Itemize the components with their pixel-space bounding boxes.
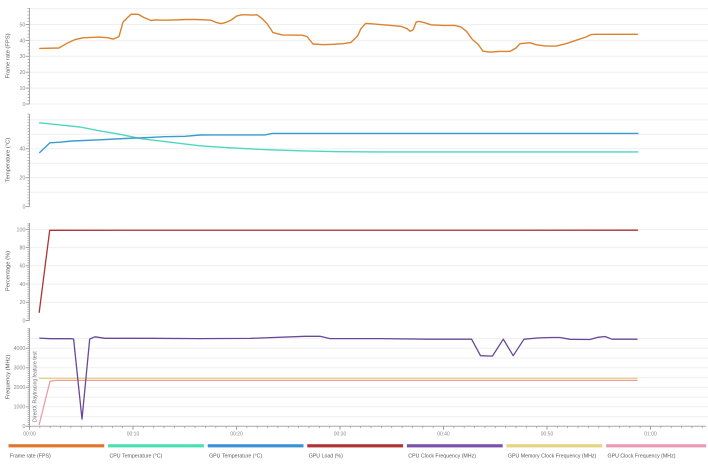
svg-text:80: 80 bbox=[19, 246, 25, 252]
svg-text:40: 40 bbox=[19, 147, 25, 153]
svg-text:60: 60 bbox=[19, 264, 25, 270]
svg-text:50: 50 bbox=[19, 22, 25, 28]
svg-text:00:10: 00:10 bbox=[127, 432, 140, 438]
svg-text:3000: 3000 bbox=[14, 366, 26, 372]
svg-text:20: 20 bbox=[19, 70, 25, 76]
svg-text:00:40: 00:40 bbox=[437, 432, 450, 438]
svg-text:0: 0 bbox=[22, 424, 25, 430]
svg-text:Frame rate (FPS): Frame rate (FPS) bbox=[10, 454, 51, 460]
svg-text:2000: 2000 bbox=[14, 385, 26, 391]
svg-text:20: 20 bbox=[19, 176, 25, 182]
svg-text:CPU Clock Frequency (MHz): CPU Clock Frequency (MHz) bbox=[408, 454, 476, 460]
svg-text:00:20: 00:20 bbox=[230, 432, 243, 438]
svg-text:Percentage (%): Percentage (%) bbox=[5, 251, 11, 291]
svg-text:40: 40 bbox=[19, 282, 25, 288]
svg-text:DirectX Raytracing feature tes: DirectX Raytracing feature test bbox=[33, 351, 39, 422]
svg-text:40: 40 bbox=[19, 38, 25, 44]
svg-text:00:00: 00:00 bbox=[23, 432, 36, 438]
svg-text:GPU Temperature (°C): GPU Temperature (°C) bbox=[209, 454, 262, 460]
svg-text:0: 0 bbox=[22, 318, 25, 324]
svg-text:00:50: 00:50 bbox=[541, 432, 554, 438]
svg-text:0: 0 bbox=[22, 205, 25, 211]
svg-text:Frame rate (FPS): Frame rate (FPS) bbox=[5, 33, 11, 78]
svg-text:01:00: 01:00 bbox=[644, 432, 657, 438]
svg-text:100: 100 bbox=[17, 227, 26, 233]
svg-text:00:30: 00:30 bbox=[334, 432, 347, 438]
svg-text:Frequency (MHz): Frequency (MHz) bbox=[5, 355, 11, 400]
svg-text:0: 0 bbox=[22, 102, 25, 108]
svg-text:GPU Load (%): GPU Load (%) bbox=[309, 454, 343, 460]
svg-text:CPU Temperature (°C): CPU Temperature (°C) bbox=[110, 454, 163, 460]
svg-text:GPU Memory Clock Frequency (MH: GPU Memory Clock Frequency (MHz) bbox=[508, 454, 597, 460]
svg-text:20: 20 bbox=[19, 300, 25, 306]
svg-text:30: 30 bbox=[19, 54, 25, 60]
svg-text:GPU Clock Frequency (MHz): GPU Clock Frequency (MHz) bbox=[608, 454, 676, 460]
svg-text:Temperature (°C): Temperature (°C) bbox=[5, 138, 11, 183]
svg-text:10: 10 bbox=[19, 86, 25, 92]
svg-text:1000: 1000 bbox=[14, 405, 26, 411]
svg-text:4000: 4000 bbox=[14, 346, 26, 352]
